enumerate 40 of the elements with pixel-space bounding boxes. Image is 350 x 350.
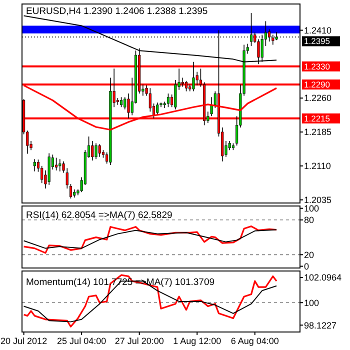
- ref-line-label: 1.2395: [304, 36, 330, 46]
- chart-title: RSI(14) 62.8054 =>MA(7) 62.5829: [26, 210, 172, 221]
- candlestick: [58, 158, 62, 172]
- x-tick-label: 25 Jul 04:00: [57, 336, 106, 346]
- candlestick: [148, 88, 152, 112]
- candlestick: [69, 184, 72, 199]
- y-tick-label: 100: [304, 203, 320, 214]
- ref-line-label: 1.2290: [304, 79, 330, 90]
- candlestick: [166, 93, 170, 108]
- candlestick: [55, 157, 58, 171]
- candlestick: [33, 158, 36, 172]
- chart-title: EURUSD,H4 1.2390 1.2406 1.2388 1.2395: [26, 6, 208, 17]
- y-tick-label: 20: [304, 250, 314, 260]
- ref-line-label: 1.2330: [304, 61, 330, 72]
- x-tick-label: 20 Jul 2012: [0, 336, 48, 346]
- line-series: [23, 225, 278, 254]
- candlestick: [94, 142, 98, 160]
- y-tick-label: 102.0964: [304, 272, 342, 283]
- y-tick-label: 1.2185: [304, 127, 332, 138]
- candlestick: [124, 96, 126, 110]
- candlestick: [120, 96, 123, 108]
- candlestick: [163, 101, 166, 108]
- line-series: [23, 274, 278, 328]
- ref-line-label: 1.2215: [304, 113, 330, 124]
- x-tick-label: 27 Jul 20:00: [114, 336, 164, 346]
- candlestick: [192, 61, 195, 92]
- y-tick-label: 1.2035: [304, 194, 332, 205]
- y-tick-label: 100: [304, 298, 320, 308]
- y-tick-label: 98.1227: [304, 320, 337, 330]
- x-tick-label: 1 Aug 12:00: [173, 336, 222, 346]
- candlestick: [66, 168, 68, 189]
- y-tick-label: 1.2110: [304, 161, 331, 172]
- y-tick-label: 1.2410: [304, 25, 332, 36]
- y-tick-label: 80: [304, 215, 314, 226]
- candlestick: [156, 102, 159, 116]
- candlestick: [91, 140, 94, 161]
- y-tick-label: 1.2260: [304, 93, 332, 104]
- x-tick-label: 6 Aug 04:00: [230, 336, 279, 346]
- candlestick: [98, 144, 101, 158]
- y-tick-label: 0: [304, 261, 310, 272]
